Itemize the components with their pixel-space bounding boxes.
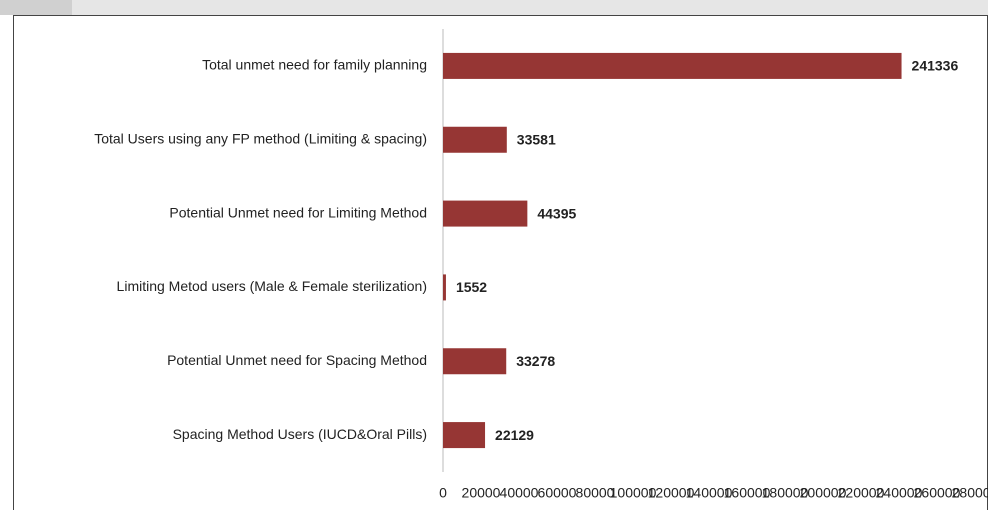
y-tick-label: Potential Unmet need for Spacing Method xyxy=(167,352,427,368)
value-label: 22129 xyxy=(495,427,534,443)
value-label: 33278 xyxy=(516,353,555,369)
top-band xyxy=(0,0,988,15)
y-tick-label: Potential Unmet need for Limiting Method xyxy=(169,204,427,220)
bar xyxy=(443,52,902,79)
bar xyxy=(443,126,507,153)
x-tick-label: 180000 xyxy=(762,485,809,501)
x-tick-label: 280000 xyxy=(952,485,988,501)
x-tick-label: 0 xyxy=(439,485,447,501)
y-tick-label: Total Users using any FP method (Limitin… xyxy=(94,130,427,146)
chart-frame xyxy=(13,15,988,510)
x-tick-label: 120000 xyxy=(648,485,695,501)
bar xyxy=(443,422,486,449)
bar xyxy=(443,348,507,375)
x-tick-label: 60000 xyxy=(538,485,577,501)
value-label: 241336 xyxy=(912,58,959,74)
bar xyxy=(443,274,446,301)
x-tick-label: 260000 xyxy=(914,485,961,501)
x-tick-label: 240000 xyxy=(876,485,923,501)
value-label: 1552 xyxy=(456,279,487,295)
value-label: 33581 xyxy=(517,131,556,147)
y-tick-label: Limiting Metod users (Male & Female ster… xyxy=(117,278,427,294)
x-tick-label: 40000 xyxy=(500,485,539,501)
x-tick-label: 80000 xyxy=(576,485,615,501)
x-tick-label: 100000 xyxy=(610,485,657,501)
x-tick-label: 20000 xyxy=(462,485,501,501)
x-tick-label: 200000 xyxy=(800,485,847,501)
x-tick-label: 220000 xyxy=(838,485,885,501)
y-tick-label: Total unmet need for family planning xyxy=(202,57,427,73)
y-tick-label: Spacing Method Users (IUCD&Oral Pills) xyxy=(173,426,427,442)
x-tick-label: 160000 xyxy=(724,485,771,501)
top-band-left xyxy=(0,0,72,15)
value-label: 44395 xyxy=(537,205,576,221)
x-tick-label: 140000 xyxy=(686,485,733,501)
bar xyxy=(443,200,528,227)
